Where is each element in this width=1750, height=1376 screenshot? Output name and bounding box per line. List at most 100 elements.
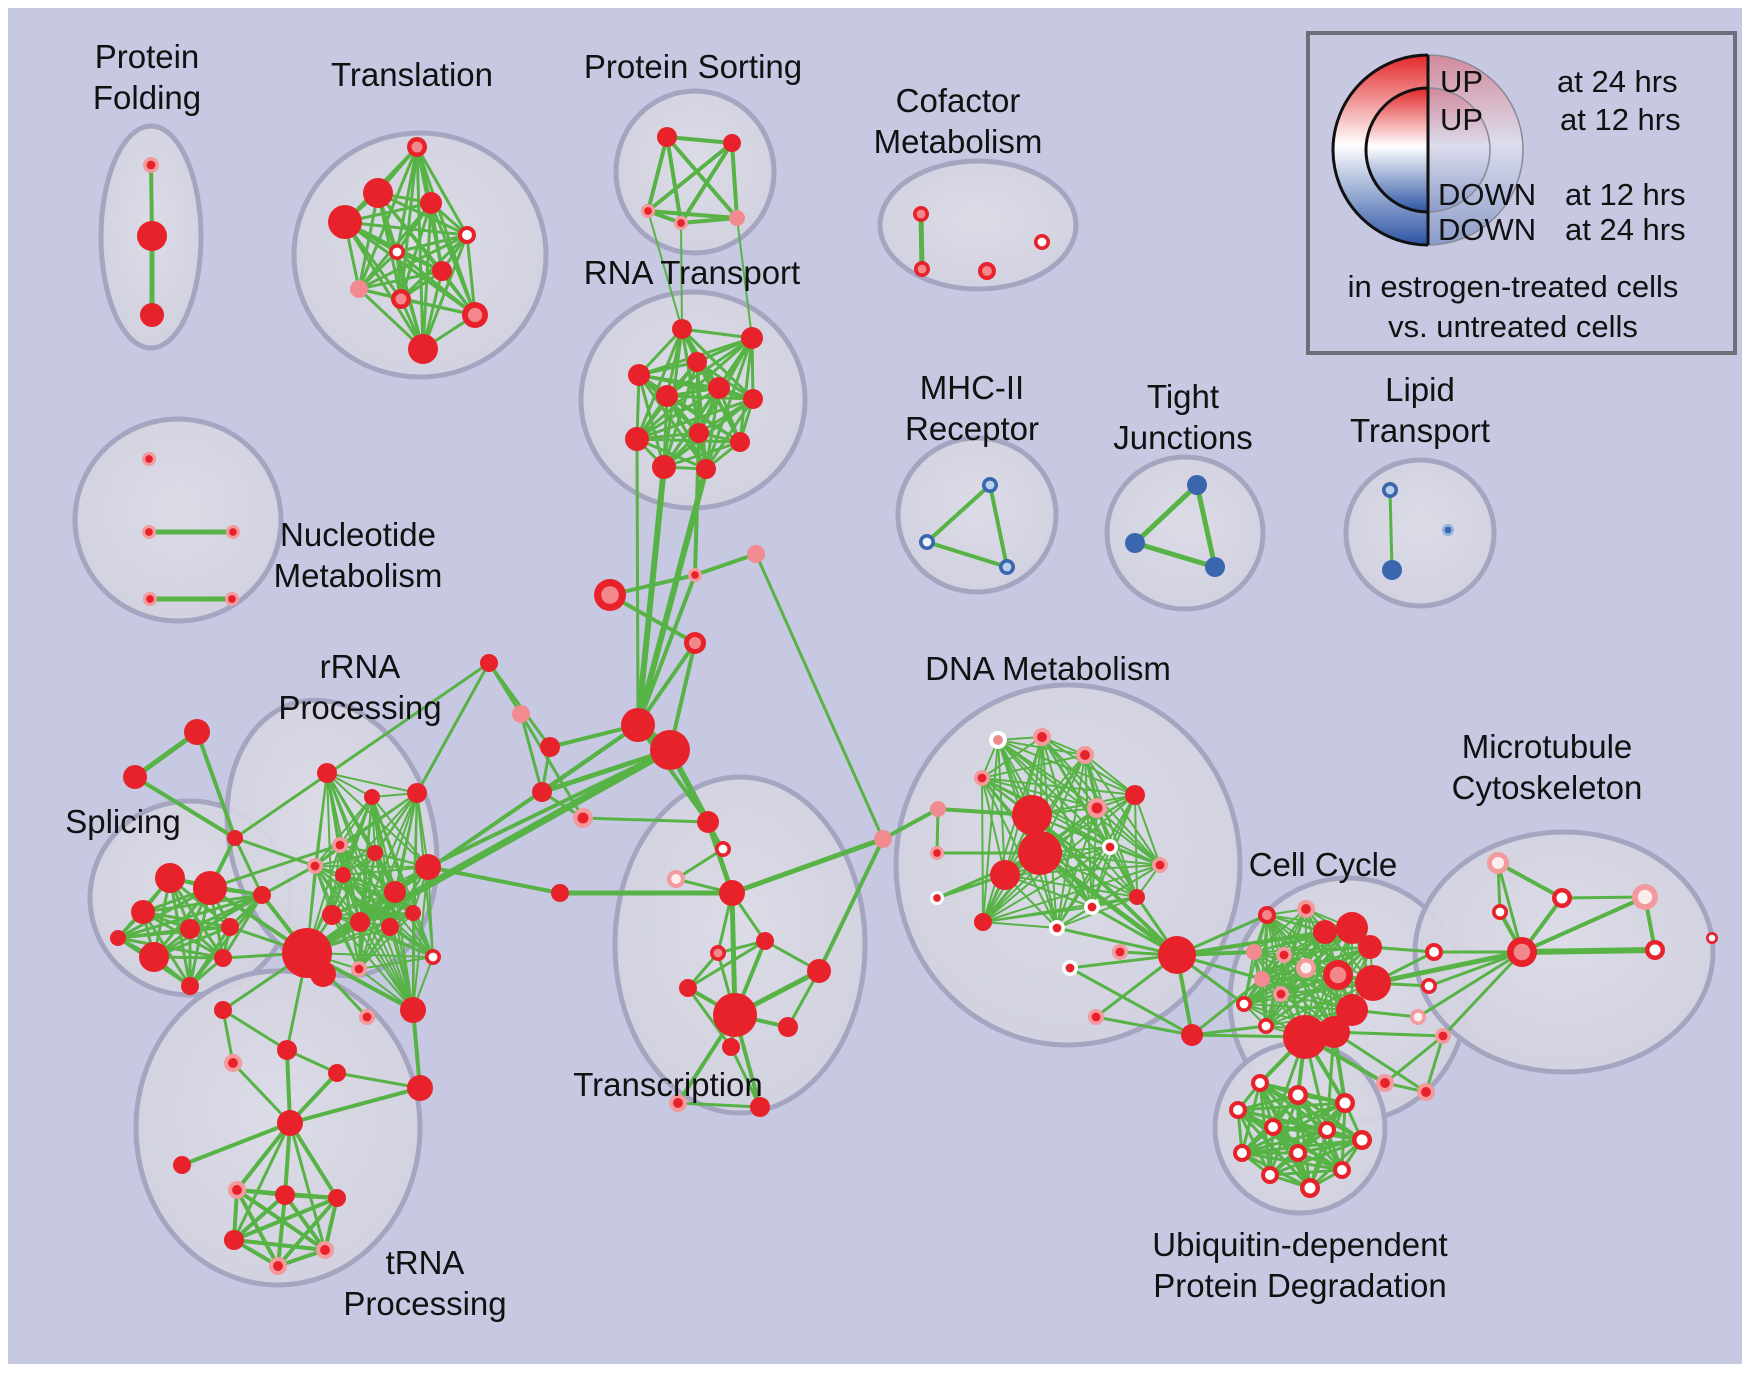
network-node-4-R bbox=[363, 178, 393, 208]
network-node-54-R bbox=[650, 730, 690, 770]
edge-dna-metabolism bbox=[1109, 846, 1138, 898]
edge bbox=[686, 939, 767, 990]
edge-ubiquitin bbox=[1268, 1168, 1344, 1177]
network-node-155-R bbox=[1355, 965, 1391, 1001]
network-node-118-PR bbox=[316, 1241, 334, 1259]
network-node-80-R bbox=[131, 900, 155, 924]
edge-protein-sorting bbox=[679, 141, 734, 225]
network-node-3-RP bbox=[407, 137, 427, 157]
edge bbox=[988, 483, 1009, 569]
network-node-148-PR bbox=[1276, 947, 1292, 963]
edge bbox=[674, 847, 725, 881]
network-node-21-R bbox=[628, 364, 650, 386]
cluster-ellipse-tight-junctions bbox=[1104, 454, 1266, 612]
nodes-layer bbox=[110, 127, 1718, 1275]
network-node-12-RP bbox=[462, 302, 488, 328]
cluster-label-microtubule-cytoskeleton-line1: Microtubule bbox=[1462, 728, 1633, 765]
cluster-label-tight-junctions-line2: Junctions bbox=[1113, 419, 1252, 456]
network-node-9-R bbox=[432, 261, 452, 281]
network-node-33-RP bbox=[978, 262, 996, 280]
edge-splicing bbox=[116, 893, 264, 940]
edge-rna-transport bbox=[635, 437, 708, 471]
edge-protein-sorting bbox=[665, 135, 734, 145]
network-node-76-R bbox=[123, 765, 147, 789]
edge bbox=[1055, 926, 1179, 957]
network-node-49-RP bbox=[594, 579, 626, 611]
edge-rrna-processing bbox=[394, 891, 414, 1011]
network-node-73-PR bbox=[669, 1094, 687, 1112]
edge-ubiquitin bbox=[1240, 1128, 1329, 1155]
edge-ubiquitin bbox=[1236, 1093, 1300, 1112]
edge-cell-cycle bbox=[1243, 982, 1374, 1005]
edge-ubiquitin bbox=[1268, 1138, 1364, 1177]
legend-footer-line2: vs. untreated cells bbox=[1388, 309, 1638, 344]
edge-dna-metabolism bbox=[997, 739, 1098, 809]
network-node-133-WR bbox=[930, 891, 944, 905]
network-node-28-R bbox=[652, 455, 676, 479]
network-node-44-B bbox=[1125, 533, 1145, 553]
network-node-37-PR bbox=[226, 525, 240, 539]
edge-translation bbox=[357, 191, 380, 291]
edge-dna-metabolism bbox=[982, 739, 999, 923]
network-node-138-R bbox=[1158, 936, 1196, 974]
network-node-173-RW bbox=[1233, 1144, 1251, 1162]
network-node-130-R bbox=[990, 860, 1020, 890]
network-node-0-PR bbox=[143, 157, 159, 173]
edge-dna-metabolism bbox=[982, 896, 1138, 923]
edge-dna-metabolism bbox=[1084, 754, 1161, 866]
edge-ubiquitin bbox=[1268, 1101, 1347, 1177]
edge bbox=[1068, 966, 1194, 1037]
edge bbox=[918, 211, 925, 272]
edge-dna-metabolism bbox=[981, 777, 1006, 876]
edge bbox=[1132, 482, 1200, 546]
edge bbox=[487, 661, 523, 716]
network-node-53-R bbox=[621, 708, 655, 742]
network-node-126-PR bbox=[1087, 798, 1107, 818]
edge-rna-transport bbox=[662, 360, 699, 469]
network-node-128-R bbox=[1012, 795, 1052, 835]
cluster-label-lipid-transport-line2: Transport bbox=[1350, 412, 1490, 449]
cluster-label-lipid-transport-line1: Lipid bbox=[1385, 371, 1455, 408]
cluster-label-cell-cycle: Cell Cycle bbox=[1249, 846, 1398, 883]
network-node-151-R bbox=[1358, 935, 1382, 959]
network-node-1-R bbox=[137, 221, 167, 251]
edge-dna-metabolism bbox=[1041, 736, 1093, 908]
network-node-8-RW bbox=[389, 244, 405, 260]
network-node-96-R bbox=[335, 867, 351, 883]
edge bbox=[693, 431, 701, 577]
network-node-184-RW bbox=[1706, 932, 1718, 944]
cluster-label-nucleotide-metabolism-line2: Metabolism bbox=[274, 557, 443, 594]
edge bbox=[1560, 895, 1647, 900]
network-node-145-R bbox=[1313, 920, 1337, 944]
edge bbox=[1094, 1015, 1194, 1037]
network-node-69-R bbox=[807, 959, 831, 983]
edge bbox=[1037, 850, 1180, 958]
network-node-34-RW bbox=[1034, 234, 1050, 250]
edge-rrna-processing bbox=[342, 874, 434, 958]
network-node-158-R bbox=[1283, 1015, 1327, 1059]
edge-cell-cycle bbox=[1261, 946, 1371, 980]
legend-entry-time-3: at 24 hrs bbox=[1565, 212, 1686, 247]
edge-rrna-processing bbox=[412, 866, 429, 1011]
edge bbox=[1519, 947, 1658, 955]
network-node-84-R bbox=[139, 942, 169, 972]
network-node-150-RP bbox=[1323, 960, 1353, 990]
network-node-114-PR bbox=[228, 1181, 246, 1199]
edge bbox=[133, 775, 237, 840]
edge-dna-metabolism bbox=[982, 846, 1111, 923]
edge-dna-metabolism bbox=[981, 777, 1098, 809]
cluster-label-tight-junctions-line1: Tight bbox=[1147, 378, 1219, 415]
cluster-labels-layer: Protein Folding Translation Protein Sorting… bbox=[65, 38, 1642, 1322]
network-node-45-B bbox=[1205, 557, 1225, 577]
network-node-102-R bbox=[405, 905, 421, 921]
network-node-163-PR bbox=[1435, 1028, 1451, 1044]
cluster-label-protein-folding-line2: Folding bbox=[93, 79, 201, 116]
edge-rrna-processing bbox=[314, 852, 376, 867]
cluster-ellipse-nucleotide-metabolism bbox=[72, 416, 284, 624]
edge bbox=[1496, 861, 1564, 900]
edge-translation bbox=[395, 233, 469, 254]
network-node-92-R bbox=[407, 783, 427, 803]
edge-rrna-processing bbox=[412, 912, 434, 958]
network-node-149-PW bbox=[1296, 958, 1316, 978]
network-node-42-BL bbox=[999, 559, 1015, 575]
